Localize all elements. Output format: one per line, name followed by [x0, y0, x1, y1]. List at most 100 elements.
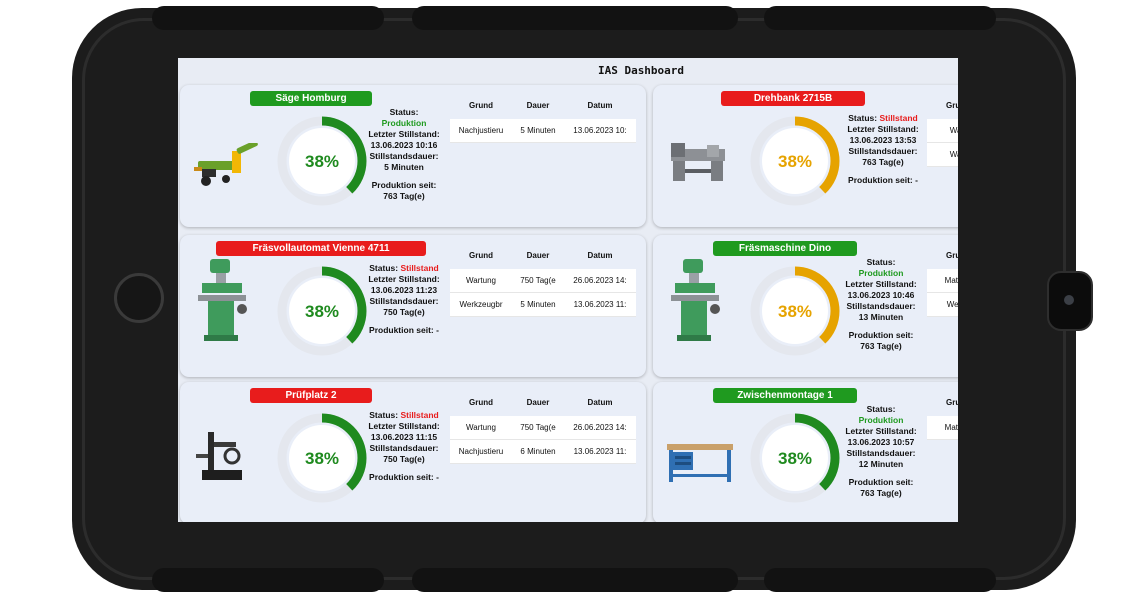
status-label: Status: [848, 113, 878, 123]
last-stop-value: 13.06.2023 11:15 [370, 432, 438, 442]
log-reason: Werkzeugbr [450, 292, 512, 317]
bottom-bumper-right [764, 568, 996, 592]
log-reason: Materia [927, 269, 958, 293]
log-duration: 5 Minuten [512, 292, 564, 317]
machine-name: Drehbank 2715B [721, 91, 865, 106]
last-stop-value: 13.06.2023 11:23 [370, 285, 438, 295]
camera-icon [1047, 271, 1093, 331]
stop-duration-label: Stillstandsdauer: [369, 296, 439, 306]
log-reason: Wart [927, 142, 958, 167]
status-block: Status: Stillstand Letzter Stillstand: 1… [362, 263, 446, 336]
status-label: Status: [866, 404, 896, 414]
gauge-arc [750, 266, 840, 356]
log-date: 26.06.2023 14: [564, 416, 636, 440]
status-value: Produktion [381, 118, 427, 128]
oee-gauge: 38% [750, 266, 840, 356]
log-date: 13.06.2023 11: [564, 439, 636, 464]
log-header-row: Grund Dauer Datum [450, 241, 636, 269]
stop-duration-label: Stillstandsdauer: [848, 146, 918, 156]
col-reason-header[interactable]: Grund [927, 91, 958, 119]
gauge-label: 38% [778, 449, 812, 468]
machine-card[interactable]: Fräsvollautomat Vienne 4711 38% Status: … [180, 235, 646, 377]
workbench-icon [665, 440, 735, 489]
production-since-label: Produktion seit: [369, 472, 434, 482]
machine-card[interactable]: Säge Homburg 38% Status: Produktion Letz… [180, 85, 646, 227]
machine-name: Zwischenmontage 1 [713, 388, 857, 403]
col-reason-header[interactable]: Grund [927, 241, 958, 269]
production-since-value: 763 Tag(e) [860, 341, 902, 351]
log-header-row: Grund Dauer Datum [927, 241, 958, 269]
col-duration-header[interactable]: Dauer [512, 388, 564, 416]
stop-duration-value: 5 Minuten [384, 162, 424, 172]
log-date: 13.06.2023 11: [564, 292, 636, 317]
gauge-arc [750, 413, 840, 503]
gauge-label: 38% [305, 302, 339, 321]
page-title: IAS Dashboard [597, 64, 685, 77]
log-reason: Wartung [450, 269, 512, 293]
col-reason-header[interactable]: Grund [927, 388, 958, 416]
machine-name: Säge Homburg [250, 91, 372, 106]
machine-card[interactable]: Drehbank 2715B 38% Status: Stillstand Le… [653, 85, 958, 227]
machine-card[interactable]: Zwischenmontage 1 38% Status: Produktion… [653, 382, 958, 522]
stop-duration-label: Stillstandsdauer: [846, 301, 916, 311]
stop-duration-label: Stillstandsdauer: [846, 448, 916, 458]
status-value: Stillstand [879, 113, 918, 123]
col-duration-header[interactable]: Dauer [512, 91, 564, 119]
gauge-inner-circle [289, 425, 355, 491]
log-header-row: Grund Dauer Datum [450, 388, 636, 416]
log-row: Wartung 750 Tag(e 26.06.2023 14: [450, 269, 636, 293]
log-reason: Wart [927, 119, 958, 143]
col-reason-header[interactable]: Grund [450, 241, 512, 269]
production-since-label: Produktion seit: [371, 180, 437, 190]
downtime-log-table: Grund Dauer Datum Materia [927, 388, 958, 440]
oee-gauge: 38% [277, 116, 367, 206]
production-since-value: 763 Tag(e) [860, 488, 902, 498]
gauge-arc [750, 116, 840, 206]
col-reason-header[interactable]: Grund [450, 388, 512, 416]
status-label: Status: [369, 263, 399, 273]
gauge-inner-circle [289, 278, 355, 344]
gauge-arc [277, 266, 367, 356]
machine-card[interactable]: Fräsmaschine Dino 38% Status: Produktion… [653, 235, 958, 377]
gauge-label: 38% [305, 449, 339, 468]
log-row: Wart [927, 142, 958, 167]
log-duration: 6 Minuten [512, 439, 564, 464]
col-duration-header[interactable]: Dauer [512, 241, 564, 269]
status-value: Stillstand [400, 263, 439, 273]
lathe-icon [667, 135, 729, 190]
log-row: Wartung 750 Tag(e 26.06.2023 14: [450, 416, 636, 440]
log-reason: Werkz [927, 292, 958, 317]
col-date-header[interactable]: Datum [564, 241, 636, 269]
col-date-header[interactable]: Datum [564, 388, 636, 416]
last-stop-label: Letzter Stillstand: [368, 274, 440, 284]
col-date-header[interactable]: Datum [564, 91, 636, 119]
log-header-row: Grund Dauer Datum [450, 91, 636, 119]
machine-card[interactable]: Prüfplatz 2 38% Status: Stillstand Letzt… [180, 382, 646, 522]
status-block: Status: Stillstand Letzter Stillstand: 1… [841, 113, 925, 186]
production-since: Produktion seit: - [362, 472, 446, 483]
stop-duration-value: 750 Tag(e) [383, 307, 425, 317]
home-button[interactable] [114, 273, 164, 323]
log-header-row: Grund Dauer Datum [927, 388, 958, 416]
gauge-label: 38% [778, 302, 812, 321]
log-row: Werkz [927, 292, 958, 317]
production-since-value: 763 Tag(e) [383, 191, 425, 201]
last-stop-label: Letzter Stillstand: [847, 124, 919, 134]
gauge-inner-circle [762, 425, 828, 491]
stop-duration-value: 763 Tag(e) [862, 157, 904, 167]
col-reason-header[interactable]: Grund [450, 91, 512, 119]
log-duration: 750 Tag(e [512, 416, 564, 440]
oee-gauge: 38% [277, 266, 367, 356]
downtime-log-table: Grund Dauer Datum Wart Wart [927, 91, 958, 167]
status-line: Status: Stillstand [362, 410, 446, 421]
last-stop-label: Letzter Stillstand: [845, 279, 917, 289]
stop-duration-label: Stillstandsdauer: [369, 151, 439, 161]
log-row: Materia [927, 416, 958, 440]
status-block: Status: Stillstand Letzter Stillstand: 1… [362, 410, 446, 483]
last-stop-label: Letzter Stillstand: [845, 426, 917, 436]
stop-duration-label: Stillstandsdauer: [369, 443, 439, 453]
stop-duration-value: 750 Tag(e) [383, 454, 425, 464]
status-block: Status: Produktion Letzter Stillstand: 1… [839, 404, 923, 499]
status-value: Stillstand [400, 410, 439, 420]
top-bumper-center [412, 6, 738, 30]
